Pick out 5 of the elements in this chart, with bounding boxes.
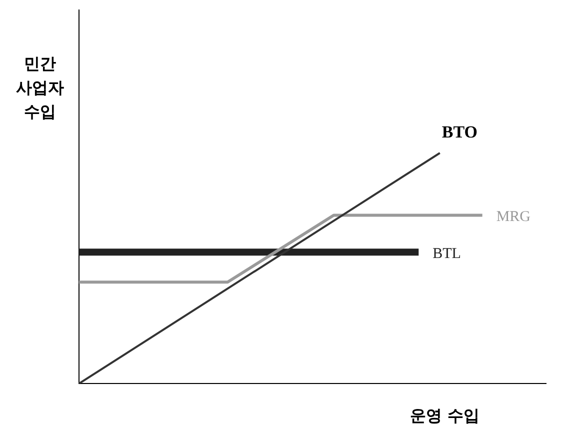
x-axis-title: 운영 수입 <box>410 406 480 427</box>
y-axis-title: 민간 사업자 수입 <box>15 53 65 123</box>
series-label: MRG <box>496 209 531 226</box>
series-label: BTO <box>442 122 478 142</box>
series-label: BTL <box>432 246 461 262</box>
